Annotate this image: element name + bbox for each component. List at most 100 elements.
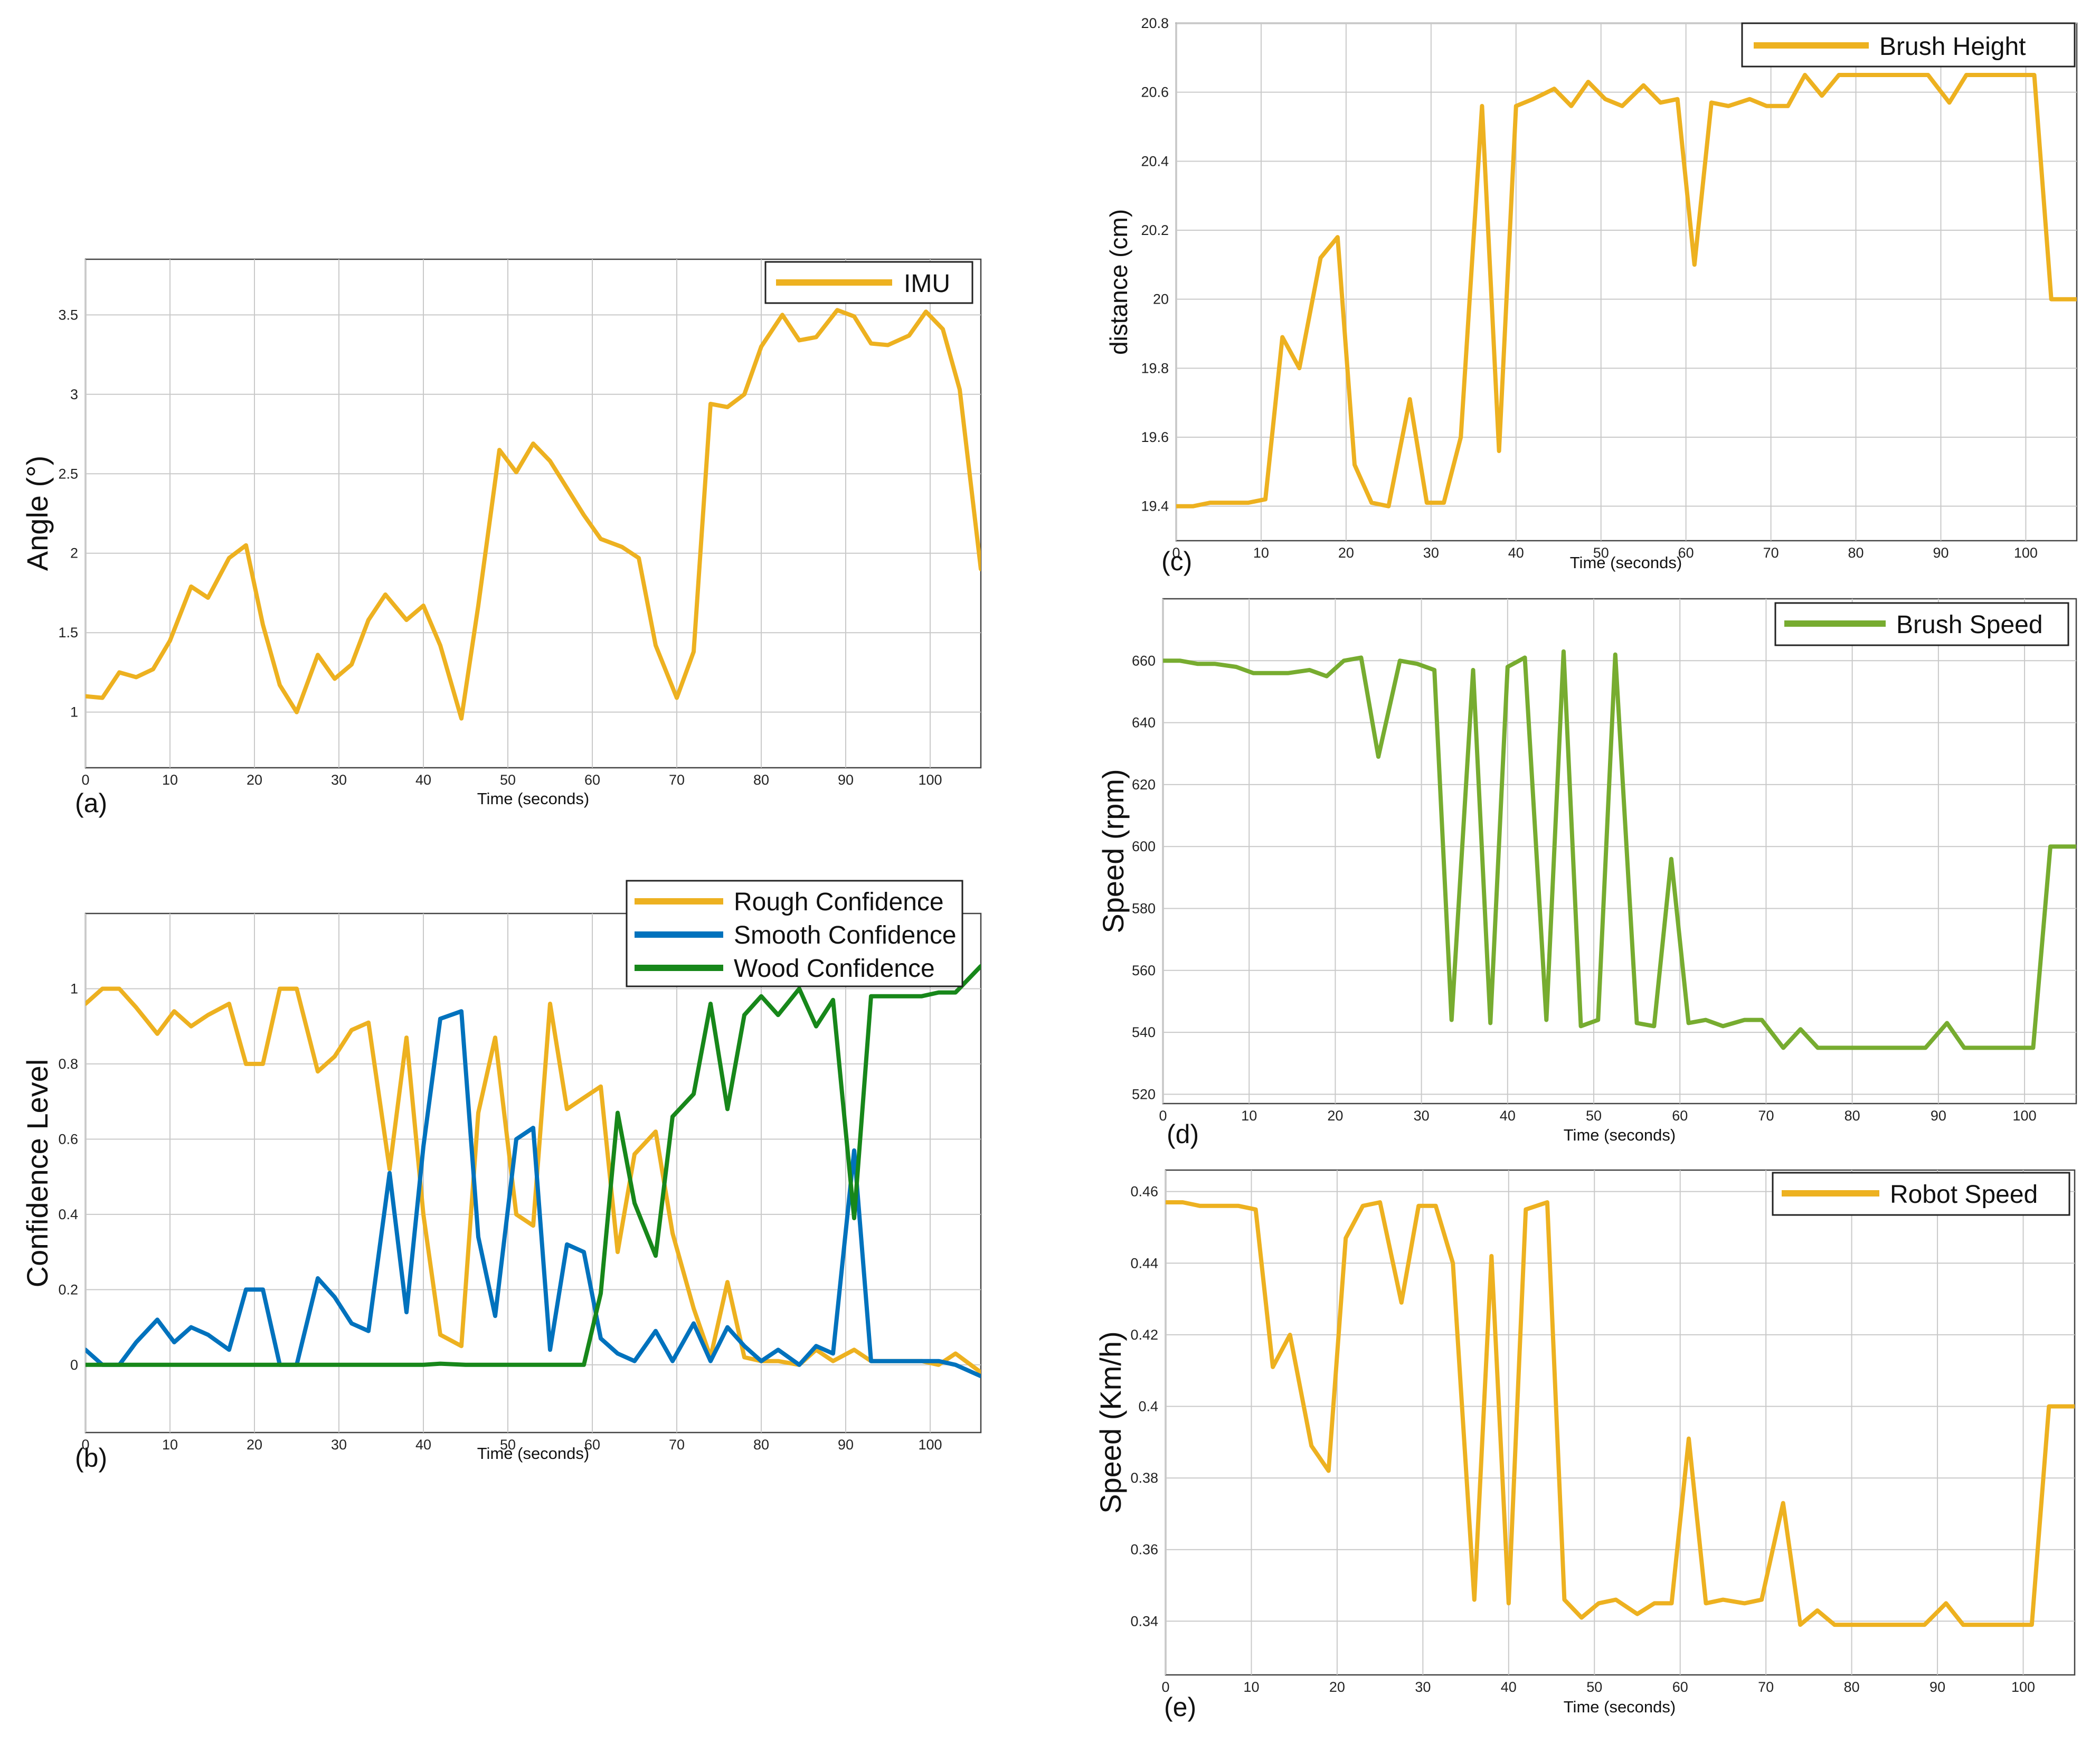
panel-d-x-axis-label: Time (seconds) <box>1564 1126 1676 1144</box>
panel-b-legend: Rough Confidence Smooth Confidence Wood … <box>626 880 963 987</box>
panel-e-x-tick-0: 0 <box>1161 1679 1169 1695</box>
panel-d-x-tick-70: 70 <box>1758 1108 1774 1124</box>
panel-c-x-tick-70: 70 <box>1763 545 1779 561</box>
panel-b-series-line-rough-confidence <box>86 986 981 1374</box>
panel-b-legend-label-smooth: Smooth Confidence <box>734 921 957 949</box>
panel-c-x-axis-label: Time (seconds) <box>1570 553 1682 572</box>
panel-a-series <box>86 308 981 721</box>
panel-d-legend-label-brush-speed: Brush Speed <box>1896 611 2043 639</box>
panel-e-series-line-robot-speed <box>1166 1200 2075 1627</box>
panel-c-x-tick-0: 0 <box>1172 545 1180 561</box>
panel-c-ticks: 0 10 20 30 40 50 60 70 80 90 100 19.4 19.6 19.8 20 20.2… <box>1141 15 2038 561</box>
panel-e-x-tick-90: 90 <box>1929 1679 1945 1695</box>
panel-a-x-tick-60: 60 <box>584 772 600 788</box>
panel-c-y-tick-20.8: 20.8 <box>1141 15 1169 31</box>
panel-a-x-tick-100: 100 <box>918 772 942 788</box>
panel-e-ticks: 0 10 20 30 40 50 60 70 80 90 100 0.34 0.36 0.38 0.4 0.4… <box>1130 1184 2035 1695</box>
panel-a-y-tick-2: 2 <box>70 545 78 561</box>
panel-b-confidence-chart: 0 10 20 30 40 50 60 70 80 90 100 0 0.2 0.4 0.6 0.8 1 Con… <box>21 880 982 1473</box>
panel-c-series <box>1176 73 2077 508</box>
panel-e-legend: Robot Speed <box>1772 1172 2070 1216</box>
panel-e-robot-speed-chart: 0 10 20 30 40 50 60 70 80 90 100 0.34 0.36 0.38 0.4 0.4… <box>1094 1169 2076 1722</box>
panel-b-x-tick-90: 90 <box>838 1437 854 1453</box>
panel-a-series-line-imu <box>86 308 981 721</box>
panel-c-x-tick-10: 10 <box>1253 545 1269 561</box>
panel-d-y-tick-520: 520 <box>1132 1086 1156 1102</box>
panel-e-y-tick-0.44: 0.44 <box>1130 1255 1158 1271</box>
panel-c-brush-height-chart: 0 10 20 30 40 50 60 70 80 90 100 19.4 19.6 19.8 20 20.2… <box>1105 15 2078 576</box>
panel-e-y-tick-0.42: 0.42 <box>1130 1327 1158 1343</box>
panel-b-legend-label-wood: Wood Confidence <box>734 955 935 983</box>
panel-b-x-tick-50: 50 <box>500 1437 516 1453</box>
panel-b-series-line-smooth-confidence <box>86 1009 981 1379</box>
panel-c-x-tick-40: 40 <box>1508 545 1524 561</box>
panel-a-y-tick-3: 3 <box>70 387 78 402</box>
panel-d-series <box>1163 649 2076 1050</box>
panel-e-y-tick-0.4: 0.4 <box>1138 1398 1158 1414</box>
panel-c-legend-label-brush-height: Brush Height <box>1879 33 2026 61</box>
panel-a-x-tick-90: 90 <box>838 772 854 788</box>
panel-c-x-tick-100: 100 <box>2014 545 2038 561</box>
panel-c-legend: Brush Height <box>1741 22 2076 68</box>
panel-d-x-tick-0: 0 <box>1159 1108 1167 1124</box>
panel-a-label: (a) <box>75 788 107 818</box>
panel-d-y-axis-label: Speed (rpm) <box>1096 769 1130 933</box>
panel-b-x-tick-20: 20 <box>247 1437 262 1453</box>
panel-d-y-tick-620: 620 <box>1132 777 1156 793</box>
panel-b-y-tick-0.6: 0.6 <box>58 1131 78 1147</box>
panel-e-x-tick-100: 100 <box>2011 1679 2035 1695</box>
panel-b-x-tick-0: 0 <box>81 1437 89 1453</box>
panel-b-x-tick-30: 30 <box>331 1437 347 1453</box>
panel-a-ticks: 0 10 20 30 40 50 60 70 80 90 100 1 1.5 2 2.5 3 3.5 <box>58 307 942 788</box>
panel-b-series-line-wood-confidence <box>86 964 981 1367</box>
panel-a-imu-chart: 0 10 20 30 40 50 60 70 80 90 100 1 1.5 2 2.5 3 3.5 Angle… <box>21 258 982 818</box>
panel-d-x-tick-20: 20 <box>1327 1108 1343 1124</box>
panel-b-ticks: 0 10 20 30 40 50 60 70 80 90 100 0 0.2 0.4 0.6 0.8 1 <box>58 981 942 1453</box>
panel-e-x-axis-label: Time (seconds) <box>1564 1698 1676 1716</box>
panel-b-series <box>86 964 981 1379</box>
panel-e-series <box>1166 1200 2075 1627</box>
panel-d-x-tick-50: 50 <box>1586 1108 1602 1124</box>
panel-e-y-tick-0.36: 0.36 <box>1130 1542 1158 1558</box>
panel-a-x-tick-10: 10 <box>162 772 178 788</box>
panel-e-y-tick-0.34: 0.34 <box>1130 1613 1158 1629</box>
panel-a-legend-label-imu: IMU <box>904 270 950 298</box>
panel-e-y-tick-0.38: 0.38 <box>1130 1470 1158 1486</box>
panel-d-x-tick-40: 40 <box>1500 1108 1516 1124</box>
panel-b-y-axis-label: Confidence Level <box>21 1059 54 1288</box>
panel-c-grid <box>1176 23 2077 541</box>
panel-c-y-tick-20.6: 20.6 <box>1141 84 1169 100</box>
panel-e-x-tick-50: 50 <box>1586 1679 1602 1695</box>
panel-c-label: (c) <box>1161 547 1192 576</box>
panel-d-label: (d) <box>1167 1119 1199 1149</box>
panel-e-x-tick-60: 60 <box>1672 1679 1688 1695</box>
panel-b-y-tick-0.2: 0.2 <box>58 1282 78 1297</box>
panel-b-y-tick-1: 1 <box>70 981 78 996</box>
panel-b-x-tick-10: 10 <box>162 1437 178 1453</box>
panel-a-x-tick-70: 70 <box>669 772 685 788</box>
panel-d-y-tick-660: 660 <box>1132 653 1156 668</box>
panel-c-y-tick-19.6: 19.6 <box>1141 429 1169 445</box>
panel-a-x-tick-40: 40 <box>415 772 431 788</box>
panel-b-y-tick-0: 0 <box>70 1357 78 1373</box>
panel-d-legend: Brush Speed <box>1774 602 2069 646</box>
panel-e-label: (e) <box>1164 1692 1196 1722</box>
panel-c-y-tick-20: 20 <box>1153 291 1169 307</box>
panel-e-x-tick-10: 10 <box>1243 1679 1259 1695</box>
panel-e-legend-label-robot-speed: Robot Speed <box>1890 1181 2038 1209</box>
panel-c-y-tick-19.4: 19.4 <box>1141 498 1169 514</box>
panel-d-x-tick-90: 90 <box>1931 1108 1946 1124</box>
panel-a-x-axis-label: Time (seconds) <box>477 789 589 808</box>
panel-d-x-tick-80: 80 <box>1844 1108 1860 1124</box>
panel-e-y-tick-0.46: 0.46 <box>1130 1184 1158 1200</box>
panel-b-x-tick-60: 60 <box>584 1437 600 1453</box>
panel-b-x-tick-80: 80 <box>753 1437 769 1453</box>
panel-e-x-tick-30: 30 <box>1415 1679 1431 1695</box>
panel-a-x-tick-20: 20 <box>247 772 262 788</box>
panel-c-x-tick-90: 90 <box>1933 545 1948 561</box>
panel-c-x-tick-60: 60 <box>1678 545 1694 561</box>
panel-c-y-axis-label: distance (cm) <box>1105 209 1132 355</box>
panel-b-y-tick-0.4: 0.4 <box>58 1207 78 1222</box>
